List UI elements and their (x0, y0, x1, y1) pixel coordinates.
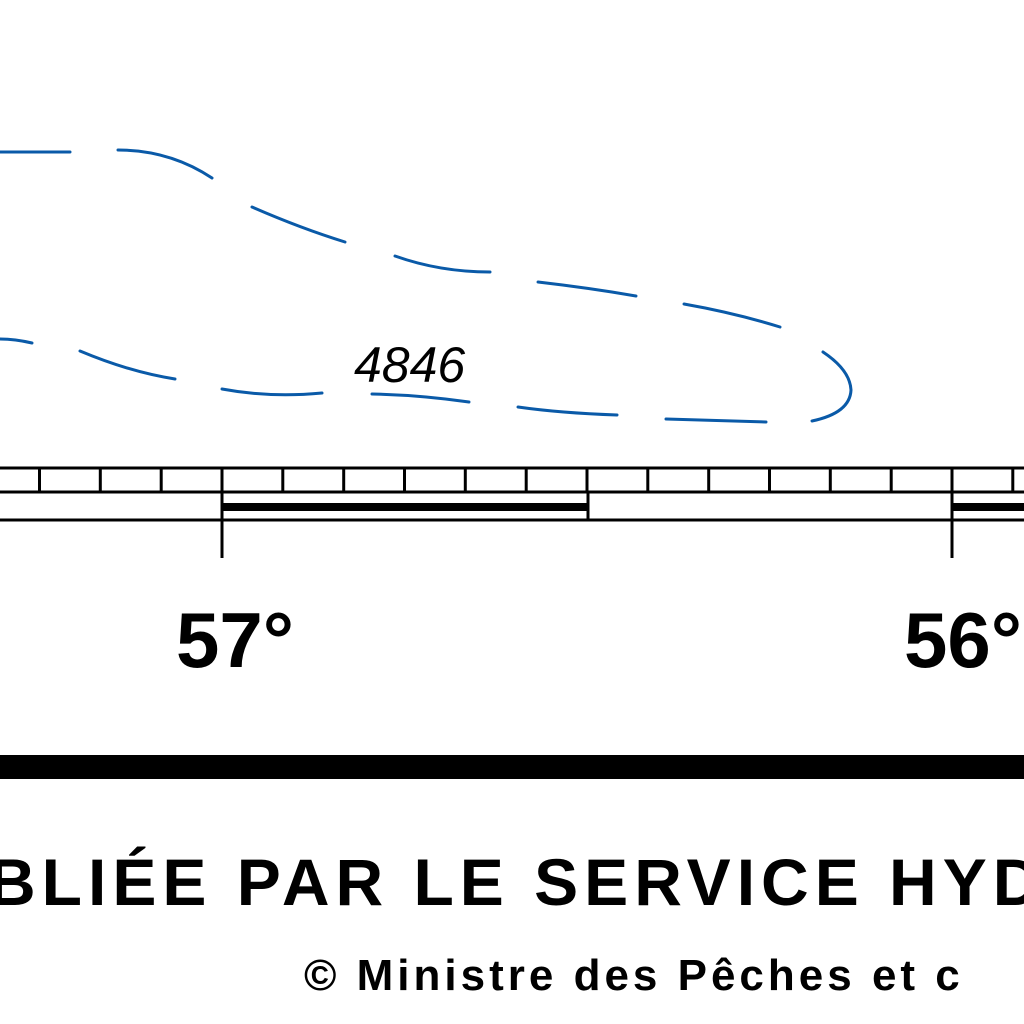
copyright-line: © Ministre des Pêches et c (304, 951, 964, 1000)
contour-dash (250, 205, 347, 244)
contour-dash (810, 350, 853, 423)
longitude-label-56: 56° (904, 596, 1022, 684)
contour-dash (516, 405, 619, 417)
contour-dash (116, 148, 214, 180)
contour-dash (78, 349, 177, 381)
longitude-scale-bar (0, 466, 1024, 558)
contour-dash (682, 302, 782, 329)
longitude-label-57: 57° (176, 596, 294, 684)
contour-dash (220, 387, 324, 397)
contour-dash (536, 280, 638, 298)
scale-minor-ticks (38, 468, 1015, 492)
depth-sounding-label: 4846 (354, 337, 465, 393)
depth-contour (0, 148, 853, 424)
contour-dash (393, 254, 492, 274)
contour-dash (370, 392, 471, 404)
publisher-line: BLIÉE PAR LE SERVICE HYDI (0, 845, 1024, 919)
contour-dash (0, 337, 34, 345)
footer-rule (0, 755, 1024, 779)
contour-dash (664, 417, 768, 424)
